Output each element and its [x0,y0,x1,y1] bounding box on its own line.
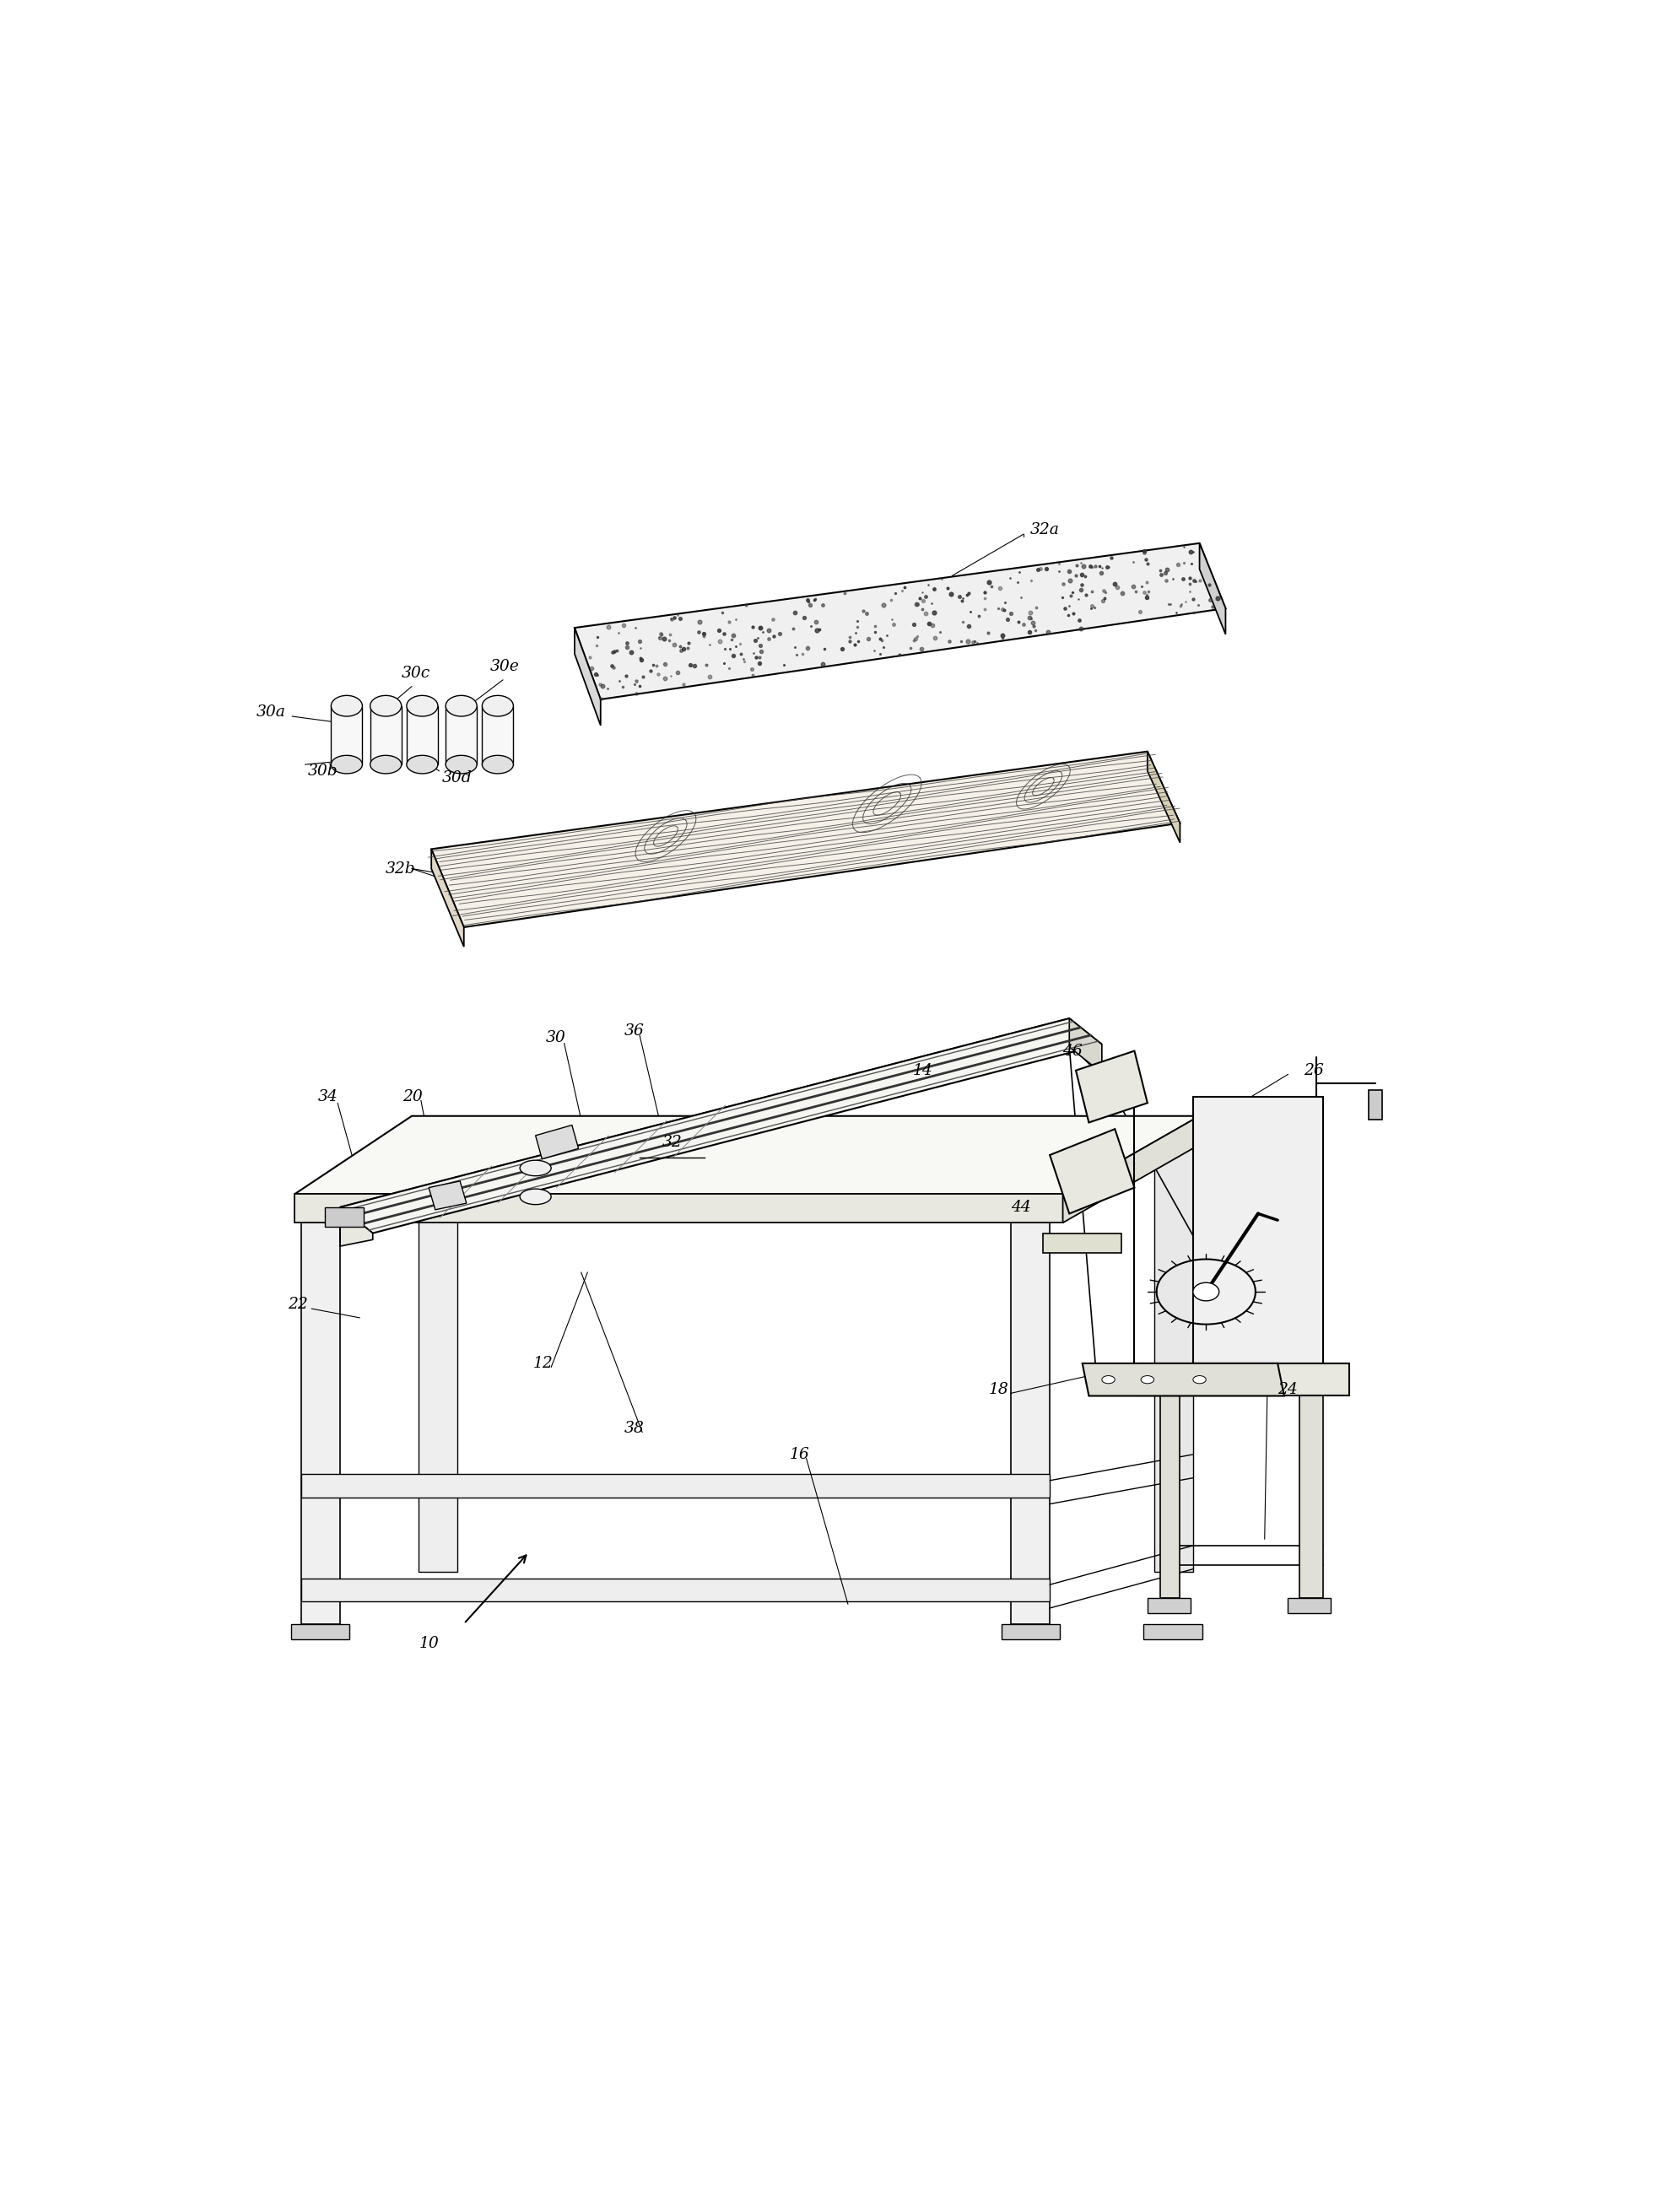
Text: 30b: 30b [307,762,338,778]
Ellipse shape [519,1189,551,1204]
Text: 14: 14 [914,1063,932,1079]
Polygon shape [1161,1395,1179,1597]
Polygon shape [1147,751,1179,844]
Polygon shape [1141,1364,1349,1395]
Polygon shape [301,1474,1050,1498]
Ellipse shape [407,696,438,716]
Polygon shape [1369,1090,1383,1120]
Ellipse shape [370,696,402,716]
Text: 32: 32 [662,1134,682,1149]
Text: 30: 30 [546,1030,566,1046]
Ellipse shape [1102,1375,1116,1384]
Polygon shape [1050,1129,1134,1213]
Ellipse shape [407,756,438,773]
Ellipse shape [1193,1283,1220,1301]
Ellipse shape [331,696,363,716]
Polygon shape [428,1182,467,1211]
Text: 30c: 30c [402,666,430,681]
Ellipse shape [519,1160,551,1175]
Polygon shape [407,705,438,765]
Text: 30e: 30e [491,659,519,674]
Polygon shape [445,705,477,765]
Polygon shape [291,1624,349,1639]
Ellipse shape [1193,1375,1206,1384]
Polygon shape [432,751,1179,927]
Polygon shape [331,705,363,765]
Text: 44: 44 [1011,1200,1032,1215]
Text: 12: 12 [533,1356,553,1371]
Polygon shape [1147,1597,1191,1613]
Text: 46: 46 [1063,1044,1084,1059]
Text: 26: 26 [1304,1063,1324,1079]
Polygon shape [339,1206,373,1246]
Text: 34: 34 [318,1090,338,1105]
Polygon shape [370,705,402,765]
Polygon shape [432,848,464,947]
Polygon shape [1001,1624,1060,1639]
Text: 30d: 30d [442,769,472,784]
Ellipse shape [1141,1375,1154,1384]
Text: 24: 24 [1278,1382,1297,1397]
Ellipse shape [445,696,477,716]
Text: 38: 38 [623,1421,643,1437]
Polygon shape [575,628,601,725]
Polygon shape [1200,543,1226,635]
Polygon shape [1082,1364,1284,1395]
Ellipse shape [482,756,514,773]
Text: 32b: 32b [386,861,417,877]
Polygon shape [1289,1597,1331,1613]
Ellipse shape [331,756,363,773]
Text: 22: 22 [289,1296,307,1312]
Polygon shape [301,1577,1050,1602]
Polygon shape [1193,1096,1324,1364]
Ellipse shape [445,756,477,773]
Text: 36: 36 [623,1024,643,1039]
Polygon shape [575,543,1226,699]
Text: 10: 10 [418,1635,438,1650]
Polygon shape [1063,1116,1200,1224]
Polygon shape [1300,1395,1324,1597]
Polygon shape [339,1019,1102,1233]
Text: 18: 18 [988,1382,1008,1397]
Polygon shape [418,1145,457,1571]
Text: 30a: 30a [255,705,286,721]
Polygon shape [1154,1145,1193,1571]
Polygon shape [1070,1019,1102,1072]
Polygon shape [301,1224,339,1624]
Polygon shape [1011,1224,1050,1624]
Polygon shape [324,1206,363,1226]
Polygon shape [536,1125,578,1160]
Polygon shape [339,1019,1070,1239]
Text: 20: 20 [403,1090,423,1105]
Polygon shape [1075,1050,1147,1123]
Text: 16: 16 [790,1448,810,1461]
Polygon shape [294,1116,1200,1195]
Ellipse shape [482,696,514,716]
Ellipse shape [370,756,402,773]
Polygon shape [482,705,514,765]
Text: 32a: 32a [1030,523,1060,538]
Polygon shape [1144,1624,1203,1639]
Polygon shape [294,1195,1063,1224]
Polygon shape [1043,1233,1122,1252]
